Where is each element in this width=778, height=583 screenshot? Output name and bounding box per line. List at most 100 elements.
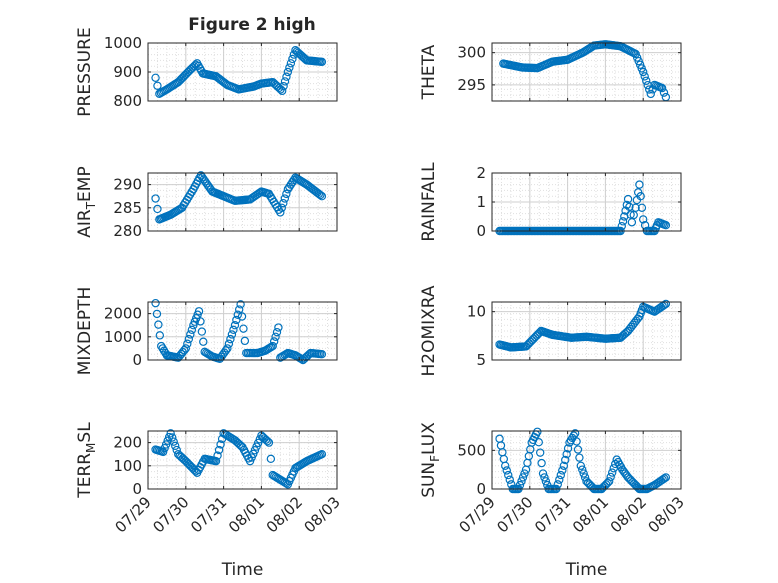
data-point <box>558 466 567 475</box>
y-tick-label: 280 <box>113 222 142 240</box>
data-point <box>286 59 296 68</box>
data-point <box>272 327 282 337</box>
subplot-rainfall: 0 1 2 RAINFALL <box>419 162 682 242</box>
y-tick-label: 0 <box>132 351 142 369</box>
data-point <box>604 477 614 486</box>
data-point <box>631 203 640 212</box>
data-point <box>181 456 190 466</box>
y-tick-label: 285 <box>113 199 142 217</box>
data-point <box>186 330 195 339</box>
data-point <box>283 67 293 77</box>
data-point <box>533 427 542 436</box>
figure-title: Figure 2 high <box>188 15 316 35</box>
data-point <box>538 469 548 478</box>
data-point <box>502 466 511 475</box>
data-point <box>180 455 189 464</box>
data-point <box>221 346 231 355</box>
data-point <box>179 72 189 81</box>
data-point <box>570 429 580 438</box>
data-point <box>269 337 279 346</box>
y-tick-label: 300 <box>457 44 486 62</box>
data-point <box>622 200 632 210</box>
data-point <box>223 344 232 353</box>
data-point <box>645 85 654 94</box>
data-point <box>211 456 221 466</box>
data-point <box>282 189 291 199</box>
data-point <box>230 321 240 330</box>
y-tick-label: 0 <box>132 480 142 498</box>
y-axis-label: THETA <box>419 44 439 100</box>
y-axis-label: H2OMIXRA <box>419 285 439 376</box>
y-tick-label: 100 <box>113 457 142 475</box>
data-point <box>182 69 191 78</box>
data-point <box>501 461 510 470</box>
data-point <box>504 470 513 480</box>
data-point <box>152 309 162 319</box>
data-point <box>236 300 245 309</box>
data-point <box>171 441 180 451</box>
data-point <box>187 462 196 472</box>
y-tick-label: 10 <box>467 303 486 321</box>
data-point <box>637 203 647 212</box>
data-point <box>266 454 276 464</box>
data-point <box>161 440 171 449</box>
data-point <box>282 72 291 81</box>
series-markers <box>499 40 671 102</box>
data-point <box>646 89 655 99</box>
data-point <box>505 475 514 484</box>
data-point <box>227 330 237 339</box>
data-point <box>229 325 238 335</box>
data-point <box>639 215 648 224</box>
axes-box <box>147 430 338 490</box>
data-point <box>659 88 669 97</box>
data-point <box>520 469 529 478</box>
y-tick-label: 290 <box>113 176 142 194</box>
data-point <box>288 54 297 64</box>
data-point <box>183 339 192 348</box>
data-point <box>317 450 327 459</box>
data-point <box>661 299 671 309</box>
y-tick-label: 1000 <box>104 34 142 52</box>
y-tick-label: 200 <box>113 434 142 452</box>
data-point <box>263 437 272 446</box>
data-point <box>518 473 528 482</box>
data-point <box>280 77 290 86</box>
data-point <box>657 83 667 93</box>
data-point <box>280 194 290 203</box>
data-point <box>606 472 615 482</box>
axes-box <box>147 172 338 232</box>
data-point <box>187 325 197 335</box>
data-point <box>540 473 549 482</box>
x-axis-label: Time <box>221 560 264 580</box>
y-tick-label: 1 <box>476 193 486 211</box>
data-point <box>184 334 194 344</box>
data-point <box>274 323 283 332</box>
data-point <box>317 191 327 201</box>
data-point <box>164 432 174 442</box>
data-point <box>183 458 192 467</box>
series-markers <box>151 429 327 489</box>
data-point <box>214 445 224 455</box>
data-point <box>185 461 195 470</box>
data-point <box>184 459 193 469</box>
data-point <box>181 344 190 353</box>
data-point <box>196 317 205 326</box>
subplot-theta: 295 300 THETA <box>419 40 682 102</box>
y-tick-label: 900 <box>113 63 142 81</box>
data-point <box>276 208 285 217</box>
y-tick-label: 5 <box>476 351 486 369</box>
data-point <box>271 332 280 341</box>
subplot-pressure: 800 900 1000 PRESSURE <box>75 27 338 117</box>
data-point <box>178 73 187 83</box>
data-point <box>578 465 587 474</box>
data-point <box>541 477 551 486</box>
data-point <box>175 76 184 85</box>
data-point <box>240 336 250 346</box>
data-point <box>618 217 628 226</box>
data-point <box>575 453 584 462</box>
axes-box <box>147 301 338 361</box>
data-point <box>317 350 327 359</box>
data-point <box>617 221 626 231</box>
y-axis-label: TERRMSL <box>75 422 98 499</box>
series-markers <box>495 427 671 494</box>
